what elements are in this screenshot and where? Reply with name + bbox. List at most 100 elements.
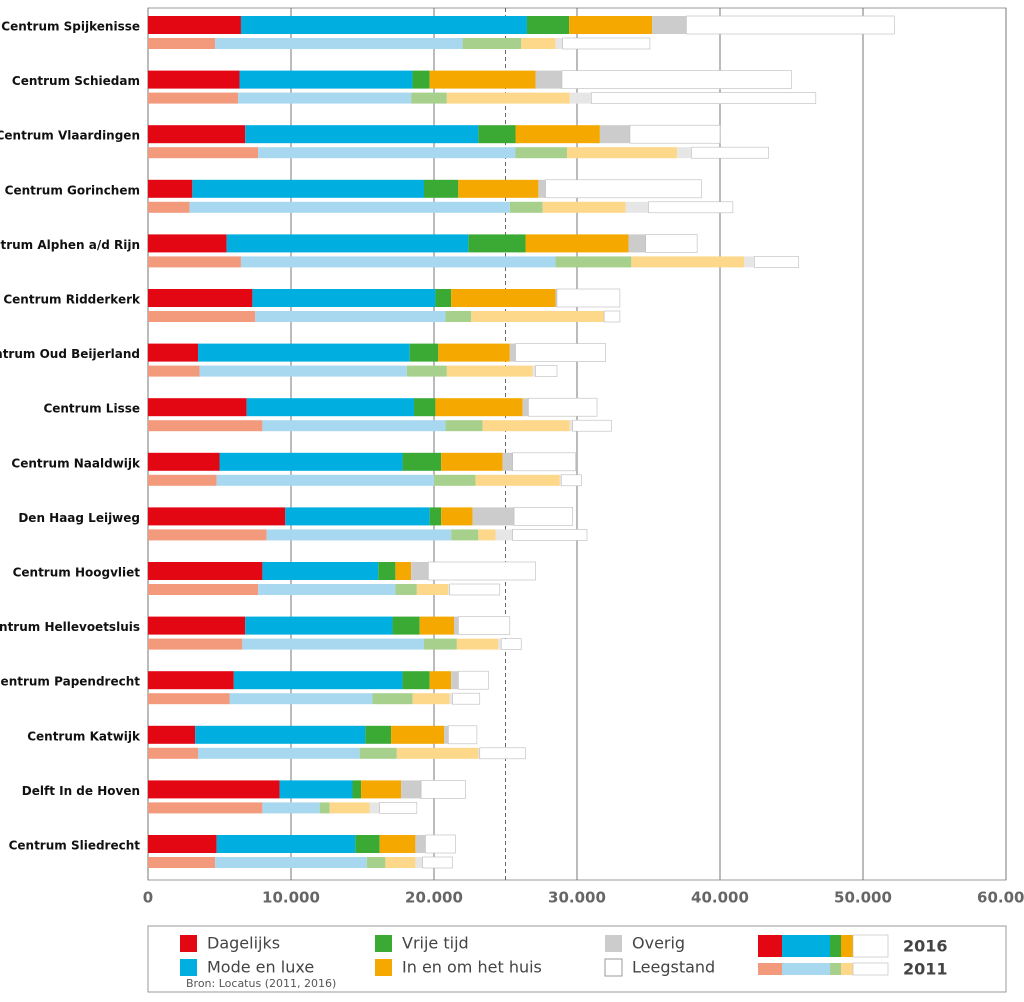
bar-segment (148, 92, 239, 104)
bar-segment (515, 125, 600, 144)
bar-segment (258, 147, 516, 159)
legend-sample (830, 935, 841, 957)
bar-segment (441, 452, 503, 471)
bar-segment (219, 452, 403, 471)
x-tick-label: 40.000 (691, 889, 749, 907)
bar-segment (677, 147, 692, 159)
bar-segment (754, 256, 799, 268)
category-label: Centrum Schiedam (12, 74, 140, 88)
bar-segment (471, 311, 605, 322)
bar-segment (603, 310, 621, 323)
bar-segment (148, 234, 227, 253)
bar-segment (415, 857, 423, 868)
bar-segment (447, 725, 478, 745)
x-tick-label: 60.000 (977, 889, 1024, 907)
bar-segment (246, 398, 414, 417)
category-label: Centrum Katwijk (27, 729, 141, 743)
bar-segment (406, 365, 447, 377)
bar-segment (379, 802, 418, 814)
bar-segment (148, 147, 259, 159)
bar-segment (468, 234, 526, 253)
category-label: Centrum Oud Beijerland (0, 347, 140, 361)
bar-segment (458, 179, 539, 198)
legend-year: 2016 (903, 937, 948, 956)
category-label: Centrum Alphen a/d Rijn (0, 238, 140, 252)
bar-segment (319, 802, 330, 814)
bar-segment (148, 289, 253, 307)
bar-segment (391, 725, 445, 744)
bar-segment (148, 201, 190, 213)
bar-segment (478, 747, 480, 759)
bar-segment (569, 420, 573, 432)
source: Bron: Locatus (2011, 2016) (186, 977, 336, 990)
bar-segment (599, 125, 630, 144)
bar-segment (365, 725, 392, 744)
bar-segment (435, 289, 452, 307)
bar-segment (239, 70, 413, 89)
bar-segment (262, 420, 446, 432)
bar-segment (148, 693, 230, 705)
bar-segment (446, 92, 570, 104)
bar-segment (402, 452, 442, 471)
legend-label: Overig (632, 934, 685, 953)
category-label: Centrum Ridderkerk (3, 293, 141, 307)
category-label: Centrum Sliedrecht (9, 839, 141, 853)
bar-segment (148, 343, 199, 362)
bar-segment (456, 638, 499, 650)
bar-segment (226, 234, 469, 253)
bar-segment (148, 562, 263, 580)
legend-sample (830, 963, 841, 975)
bar-segment (555, 289, 557, 307)
bar-segment (148, 616, 246, 635)
bar-segment (429, 507, 442, 526)
bar-segment (561, 70, 792, 89)
legend-label: Mode en luxe (207, 958, 314, 977)
bar-segment (446, 365, 533, 377)
bar-segment (148, 420, 263, 432)
bar-segment (148, 256, 241, 268)
bar-segment (396, 747, 479, 759)
bar-segment (229, 693, 373, 705)
bar-segment (569, 16, 653, 34)
bar-segment (411, 92, 447, 104)
bar-segment (538, 179, 546, 198)
bar-segment (352, 780, 362, 799)
bar-segment (629, 124, 721, 144)
bar-segment (482, 420, 570, 432)
bar-segment (435, 398, 523, 417)
bar-segment (148, 179, 193, 198)
legend-label: Vrije tijd (402, 934, 469, 953)
bar-segment (216, 835, 356, 853)
bar-segment (478, 125, 516, 144)
bar-segment (686, 15, 895, 35)
bar-segment (509, 343, 516, 362)
bar-segment (148, 835, 217, 853)
legend-sample (841, 935, 853, 957)
bar-segment (625, 201, 649, 213)
bar-segment (189, 201, 510, 213)
bar-segment (392, 616, 420, 635)
bar-segment (242, 638, 424, 650)
bar-segment (445, 420, 483, 432)
bar-segment (454, 616, 459, 635)
bar-segment (199, 365, 407, 377)
bar-segment (451, 289, 556, 307)
bar-segment (416, 584, 449, 595)
legend-label: Leegstand (632, 958, 715, 977)
bar-segment (412, 70, 430, 89)
bar-segment (148, 507, 286, 526)
bar-segment (512, 529, 588, 541)
bar-segment (449, 583, 501, 596)
bar-segment (423, 179, 459, 198)
bar-segment (542, 201, 626, 213)
category-label: Centrum Hoogvliet (13, 566, 141, 580)
bar-segment (419, 616, 455, 635)
legend-sample (758, 963, 782, 975)
bar-segment (691, 146, 769, 159)
bar-segment (495, 529, 513, 541)
bar-segment (411, 562, 429, 580)
bar-segment (452, 692, 481, 705)
bar-segment (522, 398, 529, 417)
bar-segment (590, 92, 817, 104)
